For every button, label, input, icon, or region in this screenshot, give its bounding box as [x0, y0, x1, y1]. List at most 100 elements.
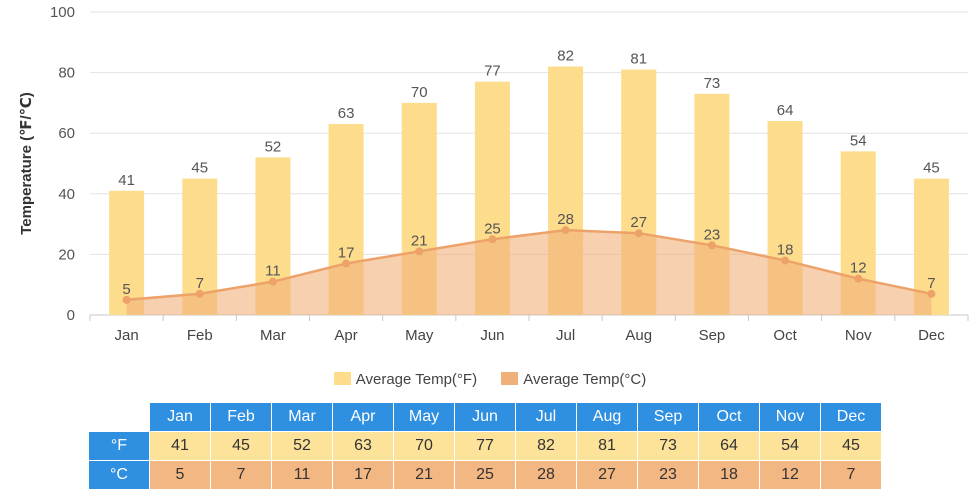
table-cell-celsius: 7 [820, 460, 882, 490]
x-tick-label: Feb [187, 327, 213, 344]
point-celsius [268, 277, 277, 286]
table-cell-fahrenheit: 81 [576, 431, 638, 461]
table-month-header: Jul [515, 402, 577, 432]
data-label-celsius: 7 [927, 275, 935, 292]
table-cell-fahrenheit: 45 [210, 431, 272, 461]
chart-legend: Average Temp(°F) Average Temp(°C) [0, 370, 980, 388]
x-tick-label: Jan [114, 327, 138, 344]
table-month-header: Dec [820, 402, 882, 432]
point-celsius [122, 295, 131, 304]
data-label-fahrenheit: 41 [118, 172, 135, 189]
point-celsius [561, 226, 570, 235]
temperature-chart: 0 20 40 60 80 100 Temperature (℉/℃) Jan Feb Mar Ap… [18, 4, 969, 344]
table-header-row: Jan Feb Mar Apr May Jun Jul Aug Sep Oct … [88, 402, 882, 432]
legend-item-celsius[interactable]: Average Temp(°C) [501, 371, 646, 388]
table-row-fahrenheit: °F 41 45 52 63 70 77 82 81 73 64 54 45 [88, 431, 882, 461]
table-cell-fahrenheit: 77 [454, 431, 516, 461]
point-celsius [707, 241, 716, 250]
y-tick-label: 0 [67, 307, 75, 324]
legend-item-fahrenheit[interactable]: Average Temp(°F) [333, 370, 478, 388]
table-cell-fahrenheit: 54 [759, 431, 821, 461]
table-month-header: Oct [698, 402, 760, 432]
data-label-celsius: 18 [777, 241, 794, 258]
y-tick-label: 40 [58, 186, 75, 203]
table-cell-fahrenheit: 45 [820, 431, 882, 461]
table-month-header: Jan [149, 402, 211, 432]
data-label-celsius: 11 [265, 263, 281, 280]
data-label-celsius: 21 [411, 232, 428, 249]
table-cell-celsius: 12 [759, 460, 821, 490]
table-cell-fahrenheit: 64 [698, 431, 760, 461]
table-cell-fahrenheit: 52 [271, 431, 333, 461]
data-label-fahrenheit: 82 [557, 48, 574, 65]
point-celsius [781, 256, 790, 265]
table-cell-fahrenheit: 73 [637, 431, 699, 461]
y-tick-label: 20 [58, 246, 75, 263]
legend-label-fahrenheit: Average Temp(°F) [355, 370, 478, 388]
data-label-celsius: 5 [122, 281, 130, 298]
table-month-header: Nov [759, 402, 821, 432]
point-celsius [488, 235, 497, 244]
table-cell-celsius: 5 [149, 460, 211, 490]
data-label-celsius: 23 [704, 226, 721, 243]
data-label-fahrenheit: 63 [338, 105, 355, 122]
x-tick-label: Jun [480, 327, 504, 344]
table-cell-fahrenheit: 41 [149, 431, 211, 461]
table-cell-celsius: 28 [515, 460, 577, 490]
table-corner-cell [88, 402, 150, 432]
data-label-fahrenheit: 73 [704, 75, 721, 92]
table-month-header: Jun [454, 402, 516, 432]
table-month-header: Feb [210, 402, 272, 432]
data-label-fahrenheit: 77 [484, 63, 501, 80]
table-month-header: Sep [637, 402, 699, 432]
point-celsius [415, 247, 424, 256]
data-label-celsius: 7 [196, 275, 204, 292]
area-celsius [126, 230, 932, 315]
data-label-fahrenheit: 45 [191, 160, 208, 177]
table-cell-fahrenheit: 70 [393, 431, 455, 461]
data-label-fahrenheit: 81 [630, 51, 647, 68]
data-label-celsius: 12 [850, 260, 867, 277]
table-cell-celsius: 23 [637, 460, 699, 490]
data-label-fahrenheit: 70 [411, 84, 428, 101]
table-cell-fahrenheit: 82 [515, 431, 577, 461]
data-label-fahrenheit: 52 [265, 138, 282, 155]
x-tick-label: Jul [556, 327, 575, 344]
table-cell-fahrenheit: 63 [332, 431, 394, 461]
x-tick-label: Oct [773, 327, 797, 344]
x-tick-label: May [405, 327, 434, 344]
data-label-celsius: 28 [557, 211, 574, 228]
legend-swatch-fahrenheit [333, 371, 351, 385]
data-label-celsius: 27 [630, 214, 647, 231]
x-tick-label: Aug [625, 327, 652, 344]
table-month-header: May [393, 402, 455, 432]
x-tick-label: Apr [334, 327, 357, 344]
legend-swatch-celsius [501, 371, 519, 385]
table-row-label-celsius: °C [88, 460, 150, 490]
table-month-header: Mar [271, 402, 333, 432]
table-cell-celsius: 27 [576, 460, 638, 490]
x-tick-label: Sep [699, 327, 726, 344]
table-cell-celsius: 18 [698, 460, 760, 490]
point-celsius [342, 259, 351, 268]
data-label-fahrenheit: 64 [777, 102, 794, 119]
y-tick-label: 80 [58, 65, 75, 82]
table-cell-celsius: 7 [210, 460, 272, 490]
data-label-fahrenheit: 45 [923, 160, 940, 177]
table-month-header: Aug [576, 402, 638, 432]
table-cell-celsius: 11 [271, 460, 333, 490]
point-celsius [854, 274, 863, 283]
line-celsius [126, 228, 932, 302]
x-tick-label: Dec [918, 327, 945, 344]
table-row-celsius: °C 5 7 11 17 21 25 28 27 23 18 12 7 [88, 460, 882, 490]
table-row-label-fahrenheit: °F [88, 431, 150, 461]
point-celsius [195, 289, 204, 298]
x-tick-label: Mar [260, 327, 286, 344]
table-cell-celsius: 25 [454, 460, 516, 490]
bar-fahrenheit [109, 190, 145, 315]
y-tick-label: 100 [50, 4, 75, 21]
y-axis-label: Temperature (℉/℃) [18, 92, 35, 235]
data-label-celsius: 17 [338, 244, 355, 261]
x-tick-label: Nov [845, 327, 872, 344]
y-tick-label: 60 [58, 125, 75, 142]
